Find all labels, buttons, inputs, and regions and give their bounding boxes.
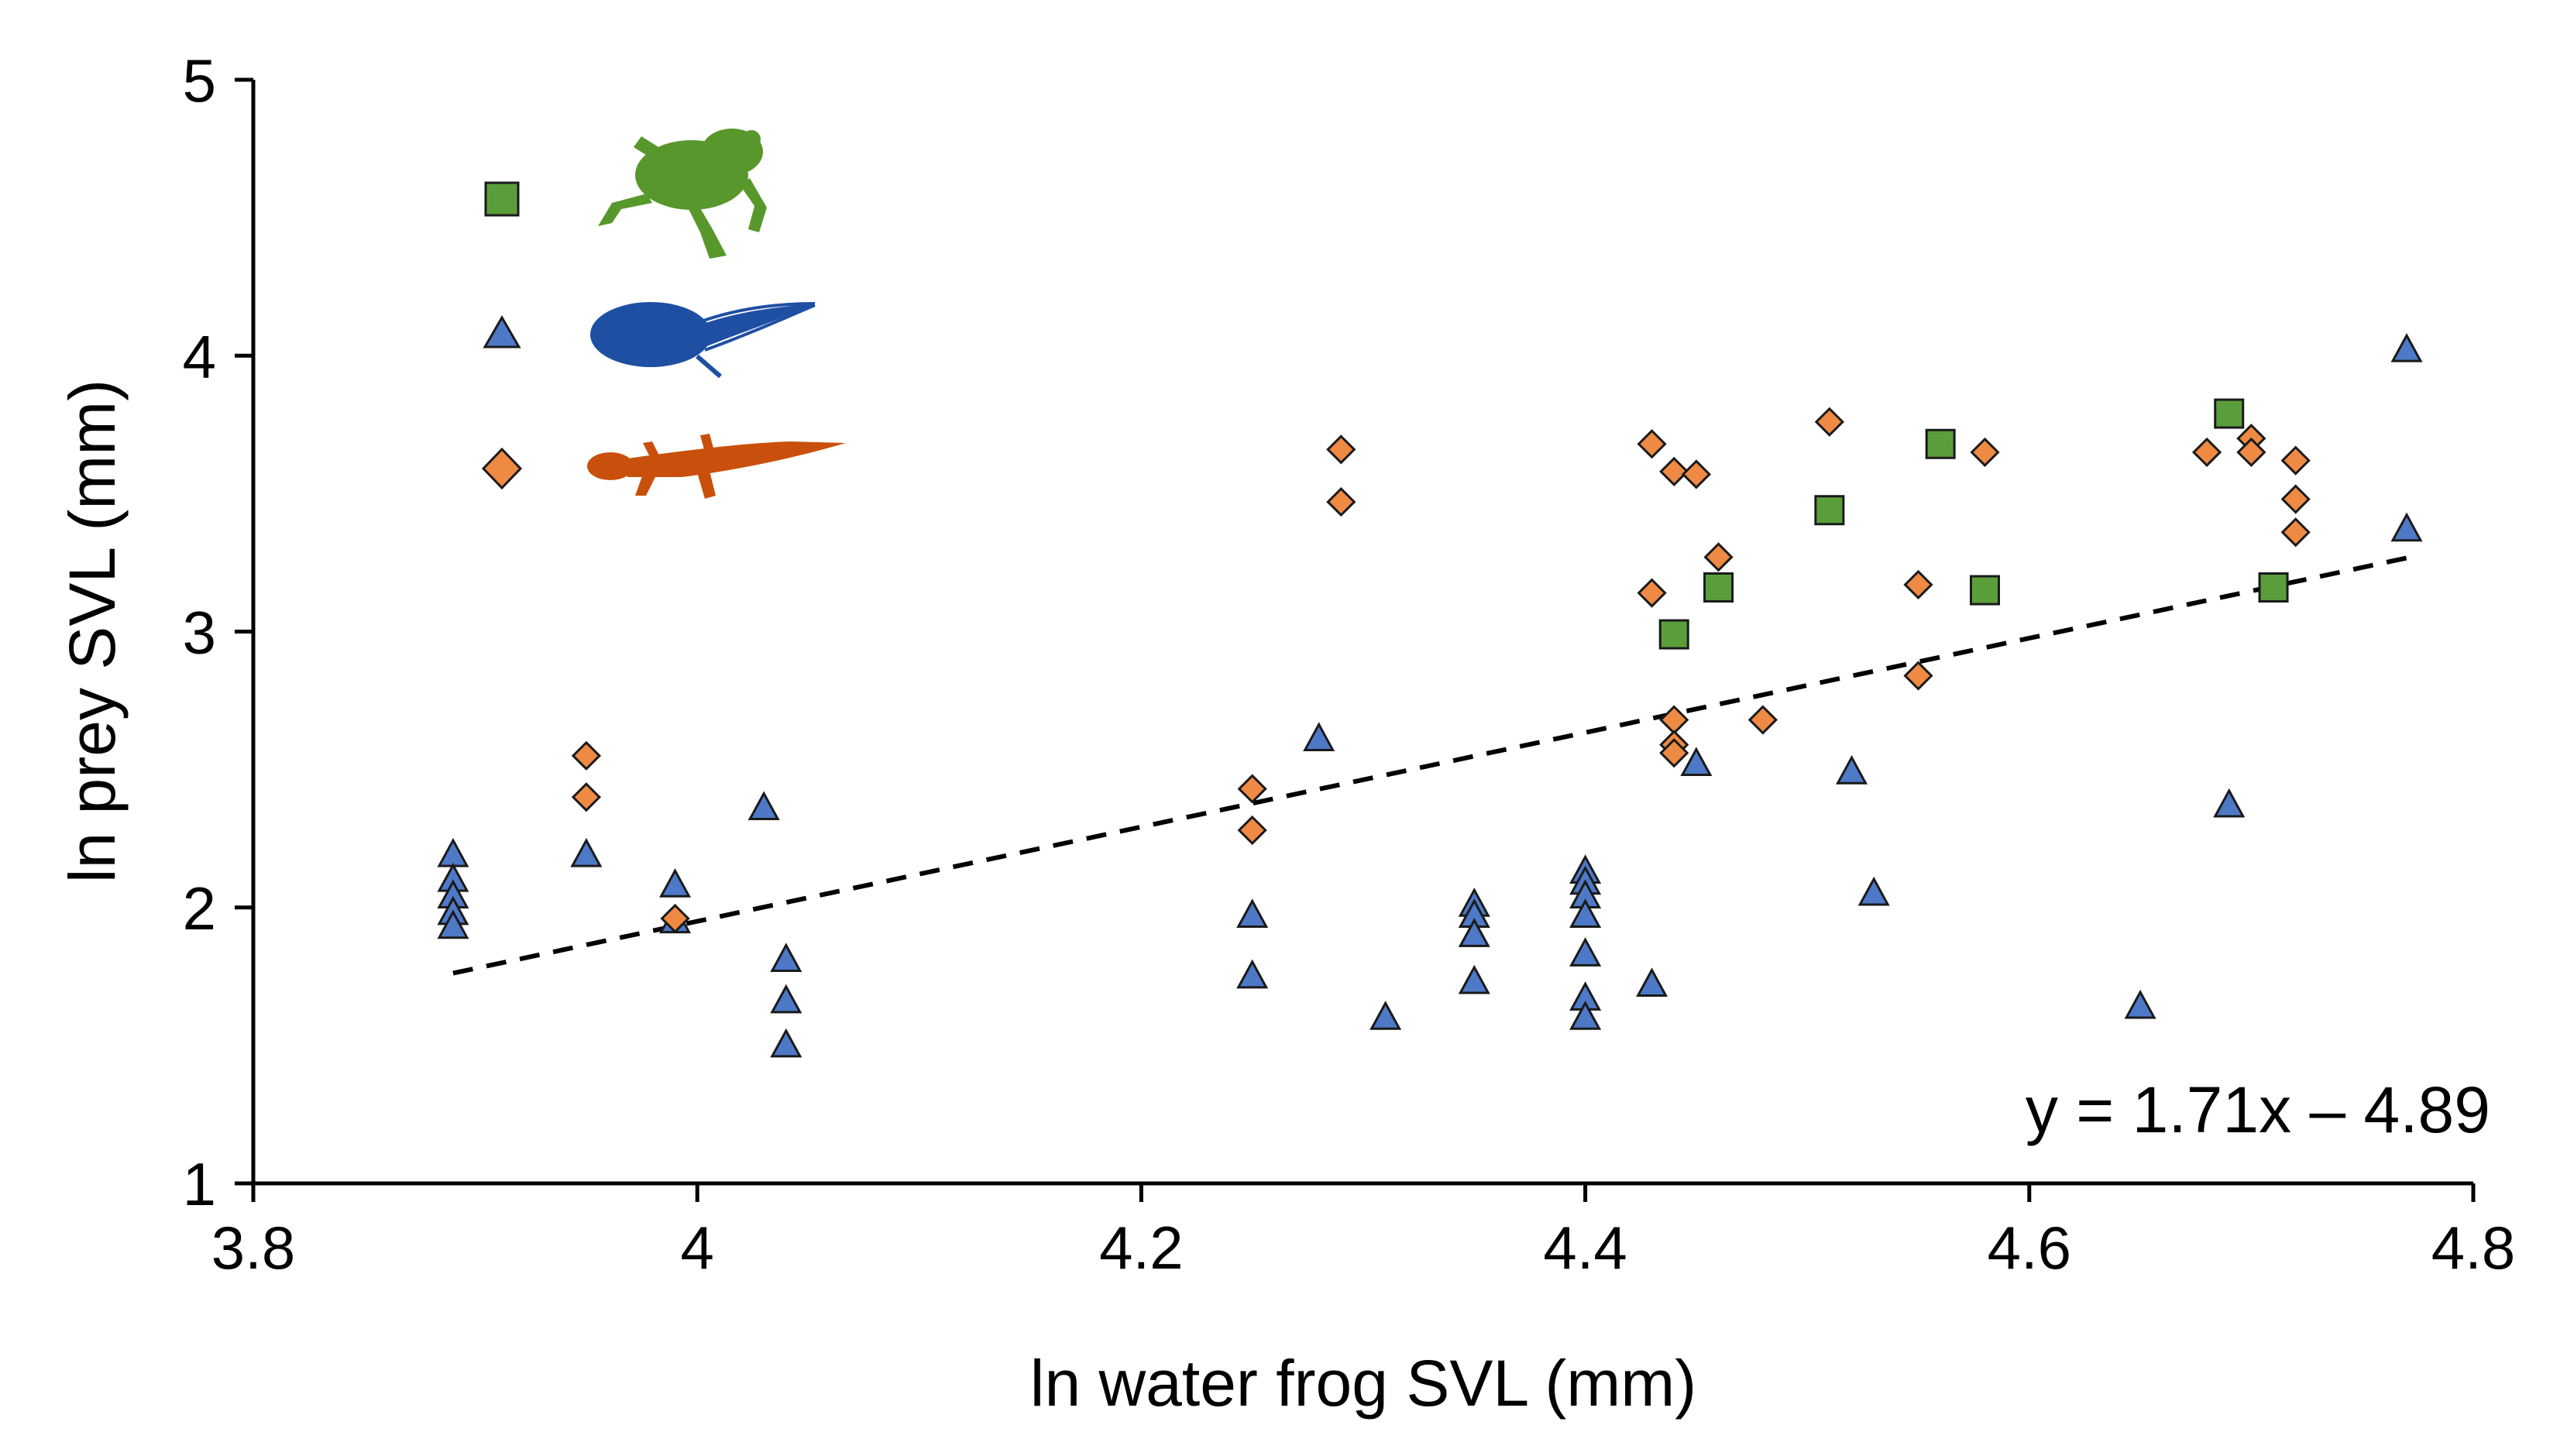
newt-point xyxy=(1637,578,1667,608)
newt-point xyxy=(1970,437,2000,468)
axes: 3.8 4 4.2 4.4 4.6 4.8 1 2 3 4 5 xyxy=(183,46,2516,1282)
y-tick-label: 4 xyxy=(183,322,216,390)
tadpole-point xyxy=(1303,722,1335,751)
x-tick-label: 3.8 xyxy=(211,1214,295,1282)
newt-point xyxy=(2280,484,2311,514)
legend-item-frog xyxy=(484,129,767,259)
newt-point xyxy=(1237,815,1267,846)
newt-point xyxy=(1326,486,1356,517)
newt-point xyxy=(2280,445,2311,476)
series-newt xyxy=(571,407,2311,934)
newt-point xyxy=(1703,542,1734,572)
tadpole-point xyxy=(1569,898,1602,928)
frog-point xyxy=(2258,572,2289,603)
newt-point xyxy=(1814,407,1844,437)
newt-point xyxy=(1903,661,1933,691)
x-tick-label: 4.2 xyxy=(1099,1214,1183,1282)
frog-point xyxy=(1925,428,1956,459)
newt-point xyxy=(660,903,690,934)
tadpole-point xyxy=(2390,332,2423,362)
y-tick-label: 3 xyxy=(183,599,216,667)
x-tick-label: 4.8 xyxy=(2431,1214,2515,1282)
newt-point xyxy=(1326,434,1356,465)
tadpole-point xyxy=(570,837,603,867)
tadpole-point xyxy=(1680,747,1713,776)
x-tick-label: 4.4 xyxy=(1543,1214,1627,1282)
tadpole-point xyxy=(770,984,802,1014)
trendline-equation: y = 1.71x – 4.89 xyxy=(2026,1073,2490,1146)
tadpole-point xyxy=(1857,876,1890,906)
frog-point xyxy=(1703,572,1734,603)
newt-point xyxy=(1659,456,1689,486)
newt-point xyxy=(1637,429,1667,459)
legend-item-newt xyxy=(481,434,846,499)
tadpole-point xyxy=(770,1028,802,1058)
frog-point xyxy=(1658,619,1689,650)
y-axis-ticks: 1 2 3 4 5 xyxy=(183,46,253,1218)
tadpole-icon xyxy=(590,302,816,379)
tadpole-point xyxy=(1236,898,1269,928)
newt-point xyxy=(1659,705,1689,735)
tadpole-point xyxy=(1835,755,1868,785)
series-frog xyxy=(1658,398,2289,650)
legend-item-tadpole xyxy=(483,302,816,379)
newt-point xyxy=(2280,517,2311,548)
newt-point xyxy=(1903,569,1933,600)
tadpole-point xyxy=(1458,918,1490,947)
newt-point xyxy=(1747,705,1778,735)
series-tadpole xyxy=(437,332,2423,1058)
tadpole-point xyxy=(747,791,780,820)
tadpole-point xyxy=(2390,512,2423,542)
tadpole-point xyxy=(659,868,692,898)
legend-frog-marker xyxy=(484,181,520,217)
newt-point xyxy=(571,782,602,812)
tadpole-point xyxy=(437,909,469,939)
newt-point xyxy=(1237,774,1267,804)
tadpole-point xyxy=(437,837,469,867)
x-tick-label: 4 xyxy=(681,1214,714,1282)
newt-icon xyxy=(587,434,846,499)
x-axis-ticks: 3.8 4 4.2 4.4 4.6 4.8 xyxy=(211,1183,2515,1282)
tadpole-point xyxy=(2124,989,2156,1019)
tadpole-point xyxy=(2213,788,2246,818)
newt-point xyxy=(2236,437,2266,468)
y-tick-label: 1 xyxy=(183,1150,216,1218)
x-tick-label: 4.6 xyxy=(1988,1214,2071,1282)
tadpole-point xyxy=(1458,964,1490,994)
newt-point xyxy=(1659,738,1689,768)
y-tick-label: 5 xyxy=(183,46,216,115)
newt-point xyxy=(1681,459,1712,489)
legend-newt-marker xyxy=(481,447,523,490)
tadpole-point xyxy=(1569,937,1602,967)
x-axis-title: ln water frog SVL (mm) xyxy=(1030,1347,1696,1420)
frog-icon xyxy=(598,129,767,259)
y-axis-title: ln prey SVL (mm) xyxy=(56,379,129,883)
tadpole-point xyxy=(770,943,802,972)
data-points xyxy=(437,332,2423,1058)
newt-point xyxy=(2191,437,2222,468)
frog-point xyxy=(1969,575,2000,606)
tadpole-point xyxy=(1369,1001,1402,1030)
frog-point xyxy=(2214,398,2245,429)
legend-tadpole-marker xyxy=(483,315,521,349)
tadpole-point xyxy=(1569,1001,1602,1030)
legend xyxy=(481,129,846,499)
frog-point xyxy=(1814,495,1845,526)
trendline xyxy=(452,555,2407,976)
y-tick-label: 2 xyxy=(183,874,216,943)
newt-point xyxy=(571,740,602,771)
tadpole-point xyxy=(1236,959,1269,989)
tadpole-point xyxy=(1636,967,1668,997)
